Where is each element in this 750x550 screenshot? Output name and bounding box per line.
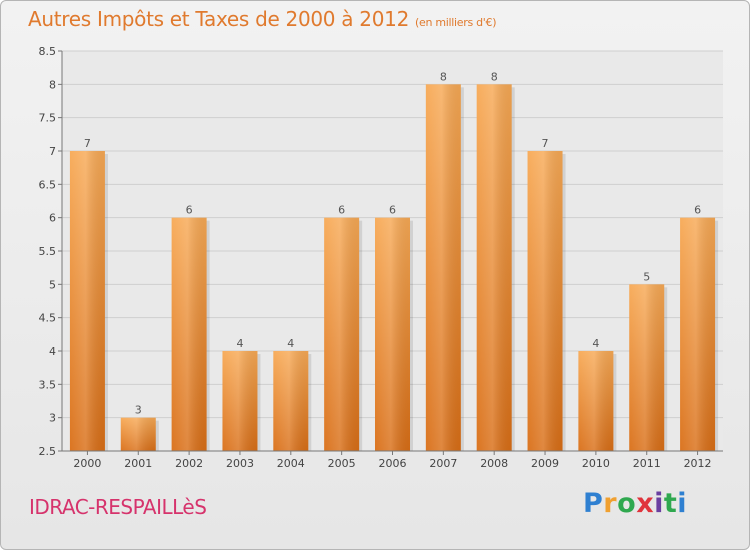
bar-shine xyxy=(425,84,461,451)
proxiti-logo[interactable]: Proxiti xyxy=(583,488,687,519)
bar-shine xyxy=(375,217,410,451)
value-label: 4 xyxy=(236,337,243,350)
y-tick-label: 6 xyxy=(49,212,56,225)
bar-shine xyxy=(222,351,258,451)
bar-shine xyxy=(527,151,563,451)
chart-title: Autres Impôts et Taxes de 2000 à 2012 (en… xyxy=(28,7,496,31)
y-tick-label: 8 xyxy=(49,78,56,91)
logo-letter: r xyxy=(603,488,618,519)
logo-letter: P xyxy=(583,488,604,519)
commune-name: IDRAC-RESPAILLèS xyxy=(29,495,207,519)
bar-shine xyxy=(120,417,156,451)
value-label: 8 xyxy=(440,70,447,83)
title-text: Autres Impôts et Taxes de 2000 à 2012 xyxy=(28,7,409,31)
y-tick-label: 3.5 xyxy=(39,378,57,391)
value-label: 7 xyxy=(84,137,91,150)
value-label: 4 xyxy=(592,337,599,350)
y-tick-label: 7.5 xyxy=(39,112,57,125)
y-tick-label: 5.5 xyxy=(39,245,57,258)
value-label: 3 xyxy=(135,404,142,417)
y-tick-label: 4.5 xyxy=(39,312,57,325)
x-tick-label: 2002 xyxy=(175,457,203,470)
bar-shine xyxy=(171,217,207,451)
y-tick-label: 6.5 xyxy=(39,178,57,191)
bar-shine xyxy=(680,217,716,451)
logo-letter: o xyxy=(617,488,637,519)
value-label: 6 xyxy=(389,204,396,217)
value-label: 4 xyxy=(287,337,294,350)
y-tick-label: 3 xyxy=(49,412,56,425)
x-tick-label: 2004 xyxy=(277,457,305,470)
x-tick-label: 2005 xyxy=(328,457,356,470)
value-label: 6 xyxy=(186,204,193,217)
bar-shine xyxy=(629,284,665,451)
bar-shine xyxy=(324,217,360,451)
value-label: 8 xyxy=(491,70,498,83)
y-tick-label: 2.5 xyxy=(39,445,57,458)
y-tick-label: 4 xyxy=(49,345,56,358)
y-tick-label: 5 xyxy=(49,278,56,291)
x-tick-label: 2008 xyxy=(480,457,508,470)
x-tick-label: 2006 xyxy=(379,457,407,470)
x-tick-label: 2011 xyxy=(633,457,661,470)
value-label: 6 xyxy=(694,204,701,217)
y-tick-label: 7 xyxy=(49,145,56,158)
x-tick-label: 2000 xyxy=(73,457,101,470)
value-label: 5 xyxy=(643,270,650,283)
logo-letter: t xyxy=(663,488,678,519)
bar-shine xyxy=(578,351,614,451)
axes: 2.5 3 3.5 4 4.5 5 5.5 6 6.5 7 7.5 8 8.5 2000 2001 2002 2… xyxy=(39,45,723,470)
value-label: 7 xyxy=(542,137,549,150)
logo-letter: i xyxy=(654,488,664,519)
logo-letter: x xyxy=(636,488,655,519)
title-unit: (en milliers d'€) xyxy=(415,16,497,29)
bar-shine xyxy=(69,151,105,451)
x-tick-label: 2003 xyxy=(226,457,254,470)
x-tick-label: 2010 xyxy=(582,457,610,470)
x-tick-label: 2009 xyxy=(531,457,559,470)
logo-letter: i xyxy=(677,488,688,519)
x-tick-label: 2012 xyxy=(684,457,712,470)
bars-group: 7 3 6 4 4 6 6 8 8 7 4 5 6 xyxy=(69,70,719,451)
y-tick-label: 8.5 xyxy=(39,45,57,58)
bar-shine xyxy=(273,351,309,451)
x-tick-label: 2007 xyxy=(429,457,457,470)
bar-shine xyxy=(476,84,512,451)
x-tick-label: 2001 xyxy=(124,457,152,470)
value-label: 6 xyxy=(338,204,345,217)
